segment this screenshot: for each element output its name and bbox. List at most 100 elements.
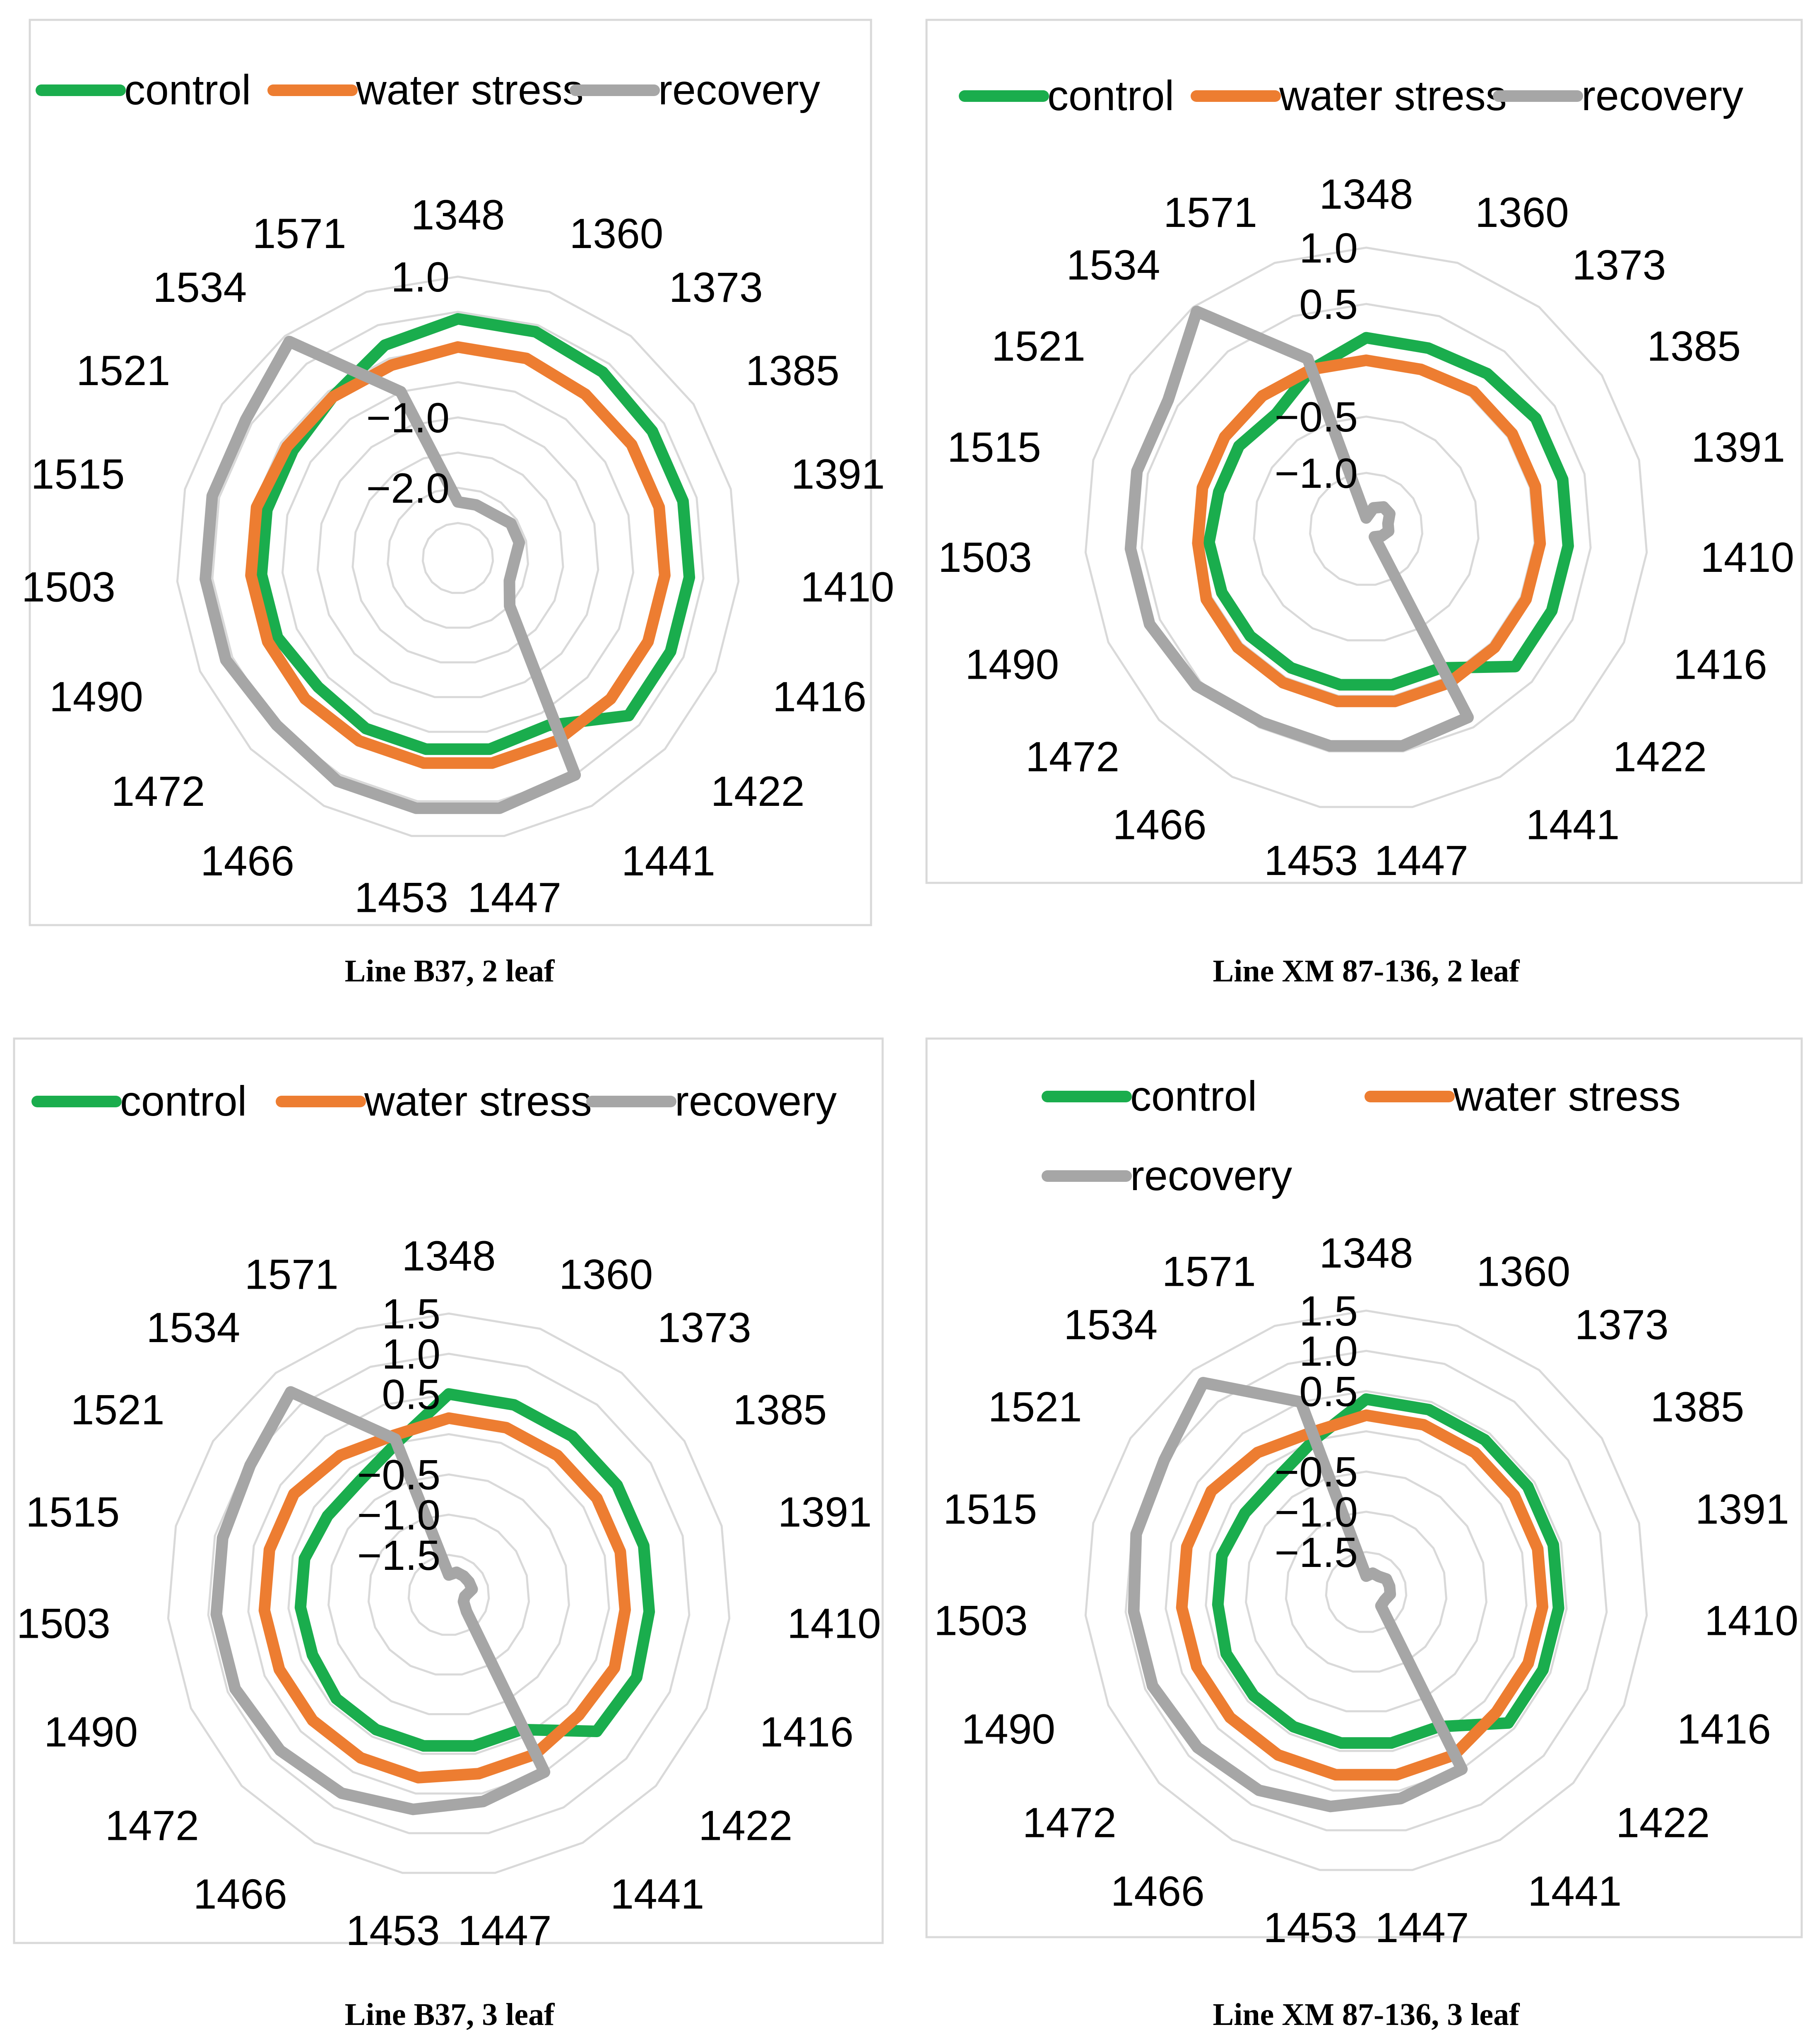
radial-tick-labels: 1.0 0.5 −0.5 −1.0: [1275, 224, 1358, 497]
category-label: 1453: [1263, 1904, 1357, 1951]
category-label: 1571: [1162, 1248, 1256, 1295]
category-label: 1472: [1025, 733, 1119, 781]
category-label: 1534: [1064, 1301, 1158, 1348]
chart-caption: Line B37, 2 leaf: [345, 954, 555, 988]
category-label: 1515: [947, 424, 1041, 471]
category-label: 1447: [1375, 1904, 1469, 1951]
category-label: 1385: [746, 347, 840, 394]
category-label: 1472: [1023, 1799, 1117, 1846]
category-label: 1453: [1264, 837, 1358, 884]
legend: control water stress recovery: [1042, 1073, 1681, 1199]
series-control: [1212, 1393, 1564, 1749]
category-label: 1410: [1704, 1597, 1798, 1644]
radar-grid: [1084, 1309, 1648, 1871]
chart-caption: Line XM 87-136, 3 leaf: [1213, 1997, 1521, 2032]
chart-caption: Line XM 87-136, 2 leaf: [1213, 954, 1521, 988]
legend-label-recovery: recovery: [1581, 72, 1743, 119]
radial-tick-labels: 1.51.00.5 −0.5−1.0−1.5: [357, 1290, 440, 1579]
series-recovery: [1124, 306, 1474, 752]
category-label: 1391: [1695, 1486, 1789, 1533]
category-label: 1348: [1319, 1229, 1413, 1277]
radial-tick-label: −2.0: [366, 465, 450, 512]
category-label: 1422: [698, 1802, 792, 1849]
series-control: [1203, 332, 1574, 691]
grid-ring: [316, 416, 599, 698]
chart-caption: Line B37, 3 leaf: [345, 1997, 555, 2032]
series-control: [255, 313, 696, 755]
category-label: 1490: [961, 1705, 1055, 1752]
category-label: 1360: [1475, 189, 1569, 236]
category-label: 1447: [1374, 837, 1468, 884]
radial-tick-label: −0.5: [1275, 1449, 1358, 1496]
radar-series: [200, 313, 696, 814]
radial-tick-labels: 1.51.00.5 −0.5−1.0−1.5: [1275, 1287, 1358, 1576]
grid-ring: [327, 1473, 570, 1715]
category-label: 1490: [44, 1708, 138, 1755]
category-label: 1521: [992, 323, 1085, 370]
category-label: 1472: [111, 768, 205, 815]
grid-ring: [176, 275, 740, 837]
category-label: 1447: [467, 874, 561, 921]
chart-frame: [925, 1037, 1803, 1938]
category-label: 1360: [570, 210, 664, 257]
category-label: 1422: [711, 768, 805, 815]
category-label: 1410: [1700, 534, 1794, 581]
radial-tick-label: 0.5: [1299, 281, 1358, 328]
legend-label-recovery: recovery: [1130, 1152, 1292, 1199]
category-label: 1466: [1111, 1868, 1205, 1915]
legend-label-recovery: recovery: [675, 1077, 837, 1125]
category-label: 1515: [943, 1486, 1037, 1533]
grid-ring: [1084, 1309, 1648, 1871]
series-water-stress: [1192, 354, 1546, 707]
radar-grid: [167, 1312, 731, 1874]
grid-ring: [1253, 415, 1480, 641]
series-recovery: [210, 1386, 551, 1815]
category-label: 1515: [26, 1489, 120, 1536]
series-water-stress: [245, 341, 671, 769]
category-label: 1373: [1575, 1301, 1669, 1348]
radial-tick-label: 1.5: [382, 1290, 440, 1338]
category-label: 1534: [146, 1304, 240, 1351]
category-label: 1534: [1066, 241, 1160, 289]
radial-tick-label: −0.5: [1275, 393, 1358, 441]
radial-tick-label: 0.5: [382, 1371, 440, 1418]
grid-ring: [167, 1312, 731, 1874]
grid-ring: [1205, 1430, 1528, 1752]
legend-label-control: control: [124, 66, 251, 113]
category-label: 1348: [411, 191, 505, 239]
category-label: 1466: [1113, 801, 1207, 848]
radar-series: [1124, 306, 1574, 752]
category-label: 1441: [610, 1870, 704, 1918]
radial-tick-label: 1.0: [1299, 224, 1358, 272]
grid-ring: [1245, 1470, 1487, 1712]
radial-tick-label: 0.5: [1299, 1368, 1358, 1415]
radar-series: [210, 1386, 655, 1815]
grid-ring: [367, 1514, 530, 1676]
radial-tick-label: −1.0: [357, 1492, 440, 1539]
category-label: 1416: [1673, 641, 1767, 688]
series-recovery: [1128, 1377, 1468, 1813]
series-water-stress: [1176, 1409, 1548, 1781]
radial-tick-label: −0.5: [357, 1451, 440, 1499]
series-recovery: [200, 335, 581, 814]
category-label: 1503: [934, 1597, 1028, 1644]
category-label: 1472: [105, 1802, 199, 1849]
grid-ring: [281, 381, 635, 733]
legend-label-recovery: recovery: [658, 66, 820, 113]
radial-tick-label: −1.5: [357, 1532, 440, 1579]
legend-label-water-stress: water stress: [356, 66, 584, 113]
category-label: 1391: [1691, 424, 1785, 471]
chart-frame: [13, 1037, 884, 1944]
category-label: 1453: [354, 874, 448, 921]
grid-ring: [387, 487, 529, 629]
category-label: 1348: [402, 1232, 496, 1280]
category-label: 1416: [1677, 1705, 1771, 1752]
